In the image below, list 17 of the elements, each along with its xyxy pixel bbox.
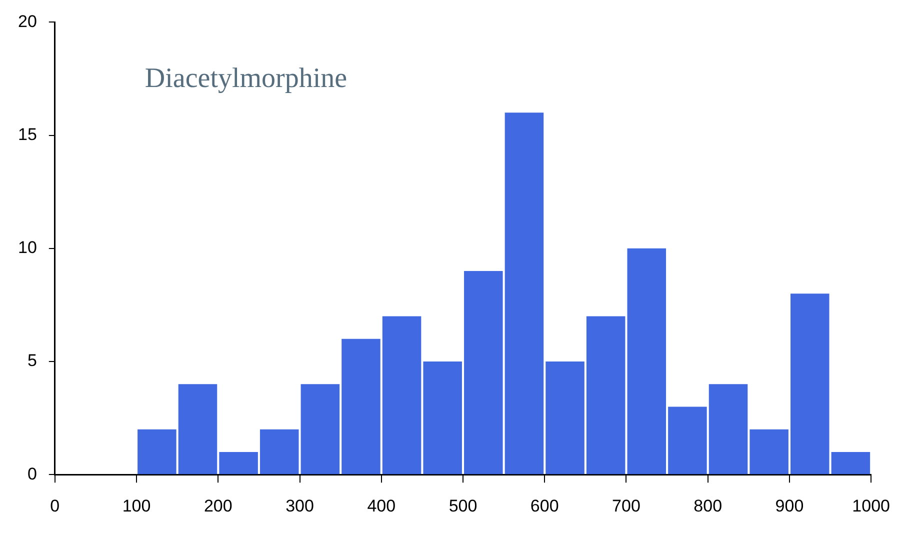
x-tick-label: 500 (448, 496, 478, 516)
x-tick-label: 0 (50, 496, 60, 516)
x-tick-label: 400 (367, 496, 396, 516)
text: Diacetylmorphine (144, 63, 348, 94)
y-tick-label: 10 (18, 238, 37, 258)
x-tick-label: 700 (612, 496, 640, 516)
x-tick-label: 900 (775, 496, 804, 516)
x-tick-label: 600 (530, 496, 559, 516)
x-tick-label: 1000 (852, 496, 890, 516)
x-tick-label: 300 (286, 496, 314, 516)
y-tick-label: 20 (18, 12, 37, 31)
x-tick-label: 100 (122, 496, 151, 516)
x-tick-label: 200 (204, 496, 232, 516)
x-tick-label: 800 (694, 496, 722, 516)
y-tick-label: 15 (18, 124, 37, 144)
y-tick-label: 0 (27, 464, 37, 484)
y-tick-label: 5 (27, 351, 37, 370)
